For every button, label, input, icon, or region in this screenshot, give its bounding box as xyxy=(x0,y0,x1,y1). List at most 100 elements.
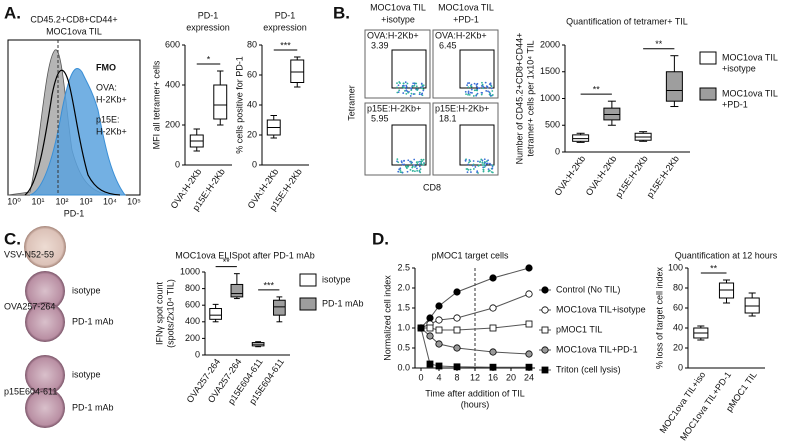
event-dot xyxy=(401,163,404,166)
column-header: +PD-1 xyxy=(453,14,479,24)
column-header: MOC1ova TIL xyxy=(370,2,426,12)
gate-label: OVA:H-2Kb+ xyxy=(367,30,419,40)
event-dot xyxy=(416,163,419,165)
histogram-title: CD45.2+CD8+CD44+ xyxy=(30,14,117,24)
box xyxy=(290,59,305,83)
event-dot xyxy=(403,84,405,87)
event-dot xyxy=(476,89,479,92)
legend-label: MOC1ova TIL xyxy=(722,52,778,62)
x-axis-label: PD-1 xyxy=(64,208,85,218)
y-tick-label: 100 xyxy=(668,262,683,272)
x-tick-label: 10¹ xyxy=(31,196,44,206)
event-dot xyxy=(480,93,483,96)
event-dot xyxy=(470,171,472,173)
legend-label: MOC1ova TIL xyxy=(722,88,778,98)
event-dot xyxy=(485,90,488,92)
box xyxy=(209,308,222,320)
event-dot xyxy=(398,89,401,92)
y-tick-label: 80 xyxy=(673,282,683,292)
well xyxy=(25,271,65,311)
event-dot xyxy=(413,84,416,87)
flow-plot xyxy=(364,102,431,176)
event-dot xyxy=(415,85,418,88)
marker xyxy=(525,320,533,328)
event-dot xyxy=(405,85,408,88)
event-dot xyxy=(467,168,470,171)
event-dot xyxy=(484,161,486,164)
y-tick-label: 40 xyxy=(673,322,683,332)
chart-title: pMOC1 target cells xyxy=(431,250,509,260)
marker xyxy=(426,324,434,332)
event-dot xyxy=(485,160,488,163)
marker xyxy=(426,332,434,340)
event-dot xyxy=(422,88,425,91)
event-dot xyxy=(464,90,467,93)
gate-label: OVA:H-2Kb+ xyxy=(435,30,487,40)
event-dot xyxy=(473,82,476,85)
event-dot xyxy=(416,89,419,91)
legend-label: FMO xyxy=(96,62,116,72)
gate xyxy=(459,124,495,166)
event-dot xyxy=(403,159,405,162)
marker xyxy=(489,304,497,312)
event-dot xyxy=(466,171,469,174)
y-axis-label: IFNγ spot count xyxy=(154,281,164,345)
event-dot xyxy=(409,168,412,171)
legend-label: MOC1ova TIL+PD-1 xyxy=(556,344,638,354)
event-dot xyxy=(488,169,491,172)
gate-label: p15E:H-2Kb+ xyxy=(435,103,489,113)
event-dot xyxy=(472,163,475,166)
y-tick-label: 0.0 xyxy=(397,362,410,372)
event-dot xyxy=(467,92,470,94)
y-axis-label: MFI all tetramer+ cells xyxy=(151,60,161,149)
gate-value: 3.39 xyxy=(371,40,389,50)
event-dot xyxy=(481,85,484,87)
event-dot xyxy=(405,166,408,169)
y-tick-label: 1000 xyxy=(180,266,200,276)
marker xyxy=(525,350,533,358)
event-dot xyxy=(470,88,473,91)
event-dot xyxy=(421,92,424,95)
event-dot xyxy=(490,171,493,173)
event-dot xyxy=(419,171,422,174)
x-tick-label: OVA:H-2Kb xyxy=(584,154,619,198)
marker xyxy=(525,264,533,272)
event-dot xyxy=(410,92,413,95)
y-tick-label: 0 xyxy=(678,362,683,372)
x-tick-label: 12 xyxy=(470,372,480,382)
chart-title: Quantification at 12 hours xyxy=(675,250,778,260)
event-dot xyxy=(419,168,422,171)
chart-title: MOC1ova ELISpot after PD-1 mAb xyxy=(175,250,315,260)
significance-label: ** xyxy=(710,263,718,273)
event-dot xyxy=(477,172,479,174)
legend-label: pMOC1 TIL xyxy=(556,324,602,334)
event-dot xyxy=(410,87,412,90)
y-tick-label: 600 xyxy=(165,39,180,49)
event-dot xyxy=(419,160,421,163)
event-dot xyxy=(468,82,471,84)
event-dot xyxy=(481,83,484,86)
y-tick-label: 0.5 xyxy=(397,342,410,352)
event-dot xyxy=(465,93,467,95)
marker xyxy=(489,363,497,371)
row-label: OVA257-264 xyxy=(4,301,55,311)
legend-swatch xyxy=(299,297,317,311)
event-dot xyxy=(471,164,474,167)
event-dot xyxy=(472,168,475,170)
event-dot xyxy=(467,86,470,89)
event-dot xyxy=(412,164,415,166)
x-tick-label: p15E:H-2Kb xyxy=(645,154,681,200)
y-tick-label: 40 xyxy=(247,99,257,109)
event-dot xyxy=(476,170,479,173)
y-tick-label: 1.5 xyxy=(397,302,410,312)
chart-title: expression xyxy=(263,22,307,32)
event-dot xyxy=(416,169,419,172)
y-tick-label: 400 xyxy=(185,316,200,326)
marker xyxy=(417,324,425,332)
event-dot xyxy=(400,160,403,163)
marker xyxy=(525,290,533,298)
y-tick-label: 1500 xyxy=(540,66,560,76)
y-tick-label: 80 xyxy=(247,39,257,49)
y-axis-label: tetramer+ cells per 1x10⁴ TIL xyxy=(525,40,535,156)
